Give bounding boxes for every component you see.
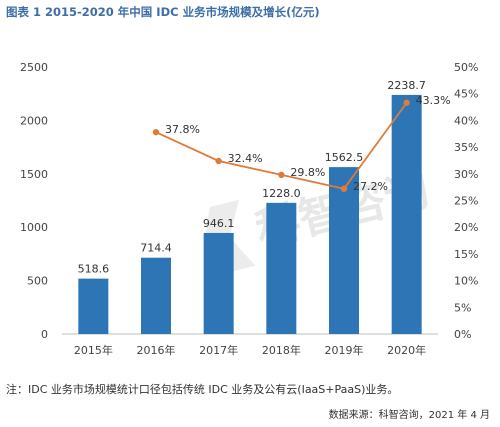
y2-axis-tick-label: 40% (454, 114, 478, 127)
x-axis-tick-label: 2016年 (137, 343, 176, 357)
y2-axis-tick-label: 20% (454, 221, 478, 234)
y2-axis-tick-label: 45% (454, 88, 478, 101)
x-axis-tick-label: 2019年 (325, 343, 364, 357)
bar-data-label: 518.6 (78, 263, 110, 276)
growth-rate-label: 37.8% (165, 123, 200, 136)
growth-rate-label: 43.3% (416, 94, 451, 107)
y-axis-tick-label: 500 (27, 275, 48, 288)
y2-axis-tick-label: 0% (454, 328, 471, 341)
bar (391, 94, 422, 335)
y2-axis-tick-label: 50% (454, 61, 478, 74)
bar-data-label: 946.1 (203, 217, 235, 230)
growth-rate-point (403, 99, 410, 106)
y-axis-tick-label: 2000 (20, 114, 48, 127)
bar-data-label: 2238.7 (387, 79, 426, 92)
growth-rate-point (152, 128, 160, 136)
y-axis-tick-label: 1000 (20, 221, 48, 234)
bar (329, 167, 359, 334)
y2-axis-tick-label: 35% (454, 141, 478, 154)
chart-title: 图表 1 2015-2020 年中国 IDC 业务市场规模及增长(亿元) (6, 5, 320, 19)
x-axis-tick-label: 2017年 (199, 343, 238, 357)
x-axis-tick-label: 2018年 (262, 343, 301, 357)
growth-rate-point (340, 185, 348, 192)
x-axis-tick-label: 2015年 (74, 343, 113, 357)
bar-data-label: 714.4 (140, 242, 172, 255)
footnote: 注：IDC 业务市场规模统计口径包括传统 IDC 业务及公有云(IaaS+Paa… (6, 383, 399, 396)
bar (266, 202, 297, 334)
y2-axis-tick-label: 30% (454, 168, 478, 181)
growth-rate-label: 29.8% (290, 166, 325, 179)
y2-axis-tick-label: 10% (454, 275, 478, 288)
data-source: 数据来源：科智咨询，2021 年 4 月 (328, 410, 490, 421)
y-axis-tick-label: 2500 (20, 61, 48, 74)
bar (78, 278, 109, 334)
bar-data-label: 1562.5 (325, 151, 364, 164)
growth-rate-label: 27.2% (353, 180, 388, 193)
y2-axis-tick-label: 5% (454, 301, 471, 314)
y2-axis-tick-label: 25% (454, 195, 478, 208)
x-axis-tick-label: 2020年 (387, 343, 426, 357)
bar (203, 232, 234, 334)
bar-data-label: 1228.0 (262, 187, 301, 200)
y-axis-tick-label: 0 (41, 328, 48, 341)
growth-rate-point (215, 157, 222, 165)
growth-rate-label: 32.4% (228, 152, 263, 165)
y2-axis-tick-label: 15% (454, 248, 478, 261)
bar (141, 257, 171, 334)
growth-rate-point (278, 171, 285, 179)
y-axis-tick-label: 1500 (20, 168, 48, 181)
